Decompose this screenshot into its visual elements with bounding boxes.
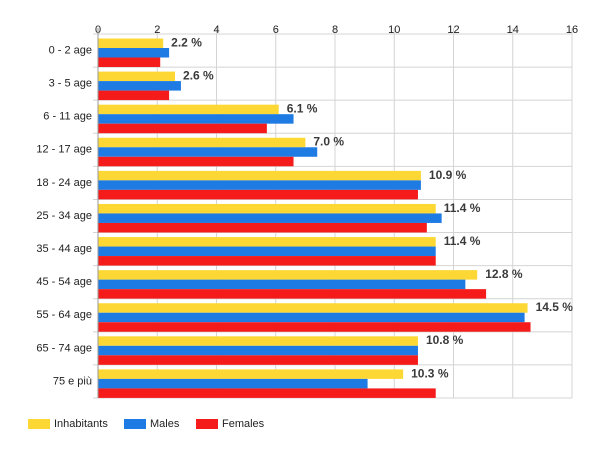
category-label: 3 - 5 age [49, 78, 92, 90]
bar-females-8 [98, 289, 487, 299]
category-label: 0 - 2 age [49, 44, 92, 56]
legend-swatch [124, 419, 146, 429]
bar-inhabitants-5 [98, 170, 421, 181]
legend-swatch [28, 419, 50, 429]
x-tick-label: 16 [566, 24, 578, 36]
x-tick-label: 4 [213, 24, 219, 36]
category-label: 55 - 64 age [36, 309, 92, 321]
bar-inhabitants-8 [98, 270, 478, 280]
bar-males-3 [98, 114, 294, 124]
bar-inhabitants-6 [98, 203, 436, 214]
category-label: 35 - 44 age [36, 243, 92, 255]
data-label: 11.4 % [444, 201, 481, 215]
bar-females-7 [98, 256, 436, 266]
data-label: 6.1 % [287, 102, 318, 116]
bar-series [98, 38, 531, 398]
bar-females-1 [98, 57, 161, 67]
bar-inhabitants-4 [98, 137, 306, 148]
legend-label: Inhabitants [54, 418, 108, 430]
bar-inhabitants-10 [98, 336, 418, 346]
category-label: 25 - 34 age [36, 210, 92, 222]
data-label: 2.6 % [183, 69, 214, 83]
category-label: 6 - 11 age [43, 111, 92, 123]
bar-inhabitants-1 [98, 38, 164, 48]
legend-label: Females [222, 418, 265, 430]
bar-females-6 [98, 222, 427, 233]
bar-inhabitants-2 [98, 71, 176, 82]
bar-inhabitants-9 [98, 303, 528, 313]
category-label: 65 - 74 age [36, 342, 92, 354]
bar-females-4 [98, 156, 294, 167]
bar-inhabitants-11 [98, 369, 404, 379]
bar-males-4 [98, 147, 318, 157]
data-label: 7.0 % [313, 135, 344, 149]
data-label: 14.5 % [536, 300, 574, 314]
legend-label: Males [150, 418, 180, 430]
bar-males-8 [98, 279, 466, 290]
bar-females-11 [98, 388, 436, 398]
legend-swatch [196, 419, 218, 429]
data-labels: 2.2 % 2.6 % 6.1 % 7.0 % 10.9 % 11.4 % 11.4 % 12… [171, 35, 573, 380]
x-tick-label: 2 [154, 24, 160, 36]
x-tick-label: 6 [273, 24, 279, 36]
legend: Inhabitants Males Females [28, 418, 265, 430]
gridlines [93, 28, 573, 399]
data-label: 10.8 % [426, 333, 464, 347]
data-label: 11.4 % [444, 234, 481, 248]
x-tick-label: 14 [507, 24, 519, 36]
data-label: 12.8 % [485, 267, 523, 281]
bar-males-7 [98, 246, 436, 257]
category-label: 75 e più [53, 375, 92, 387]
bar-inhabitants-7 [98, 237, 436, 247]
bar-females-3 [98, 123, 267, 134]
x-tick-label: 12 [447, 24, 459, 36]
bar-females-9 [98, 322, 531, 332]
bar-inhabitants-3 [98, 104, 279, 115]
bar-females-5 [98, 189, 418, 200]
x-tick-label: 8 [332, 24, 338, 36]
bar-females-10 [98, 355, 418, 365]
bar-males-5 [98, 180, 421, 190]
data-label: 2.2 % [171, 35, 202, 49]
bar-males-2 [98, 81, 181, 91]
bar-females-2 [98, 90, 170, 101]
category-label: 18 - 24 age [36, 177, 92, 189]
bar-males-11 [98, 378, 368, 389]
category-label: 45 - 54 age [36, 276, 92, 288]
bar-males-10 [98, 345, 418, 356]
bar-males-6 [98, 213, 442, 223]
bar-males-1 [98, 48, 170, 58]
bar-males-9 [98, 312, 525, 323]
category-label: 12 - 17 age [36, 144, 92, 156]
data-label: 10.3 % [411, 366, 449, 380]
x-tick-label: 10 [388, 24, 400, 36]
data-label: 10.9 % [429, 168, 467, 182]
